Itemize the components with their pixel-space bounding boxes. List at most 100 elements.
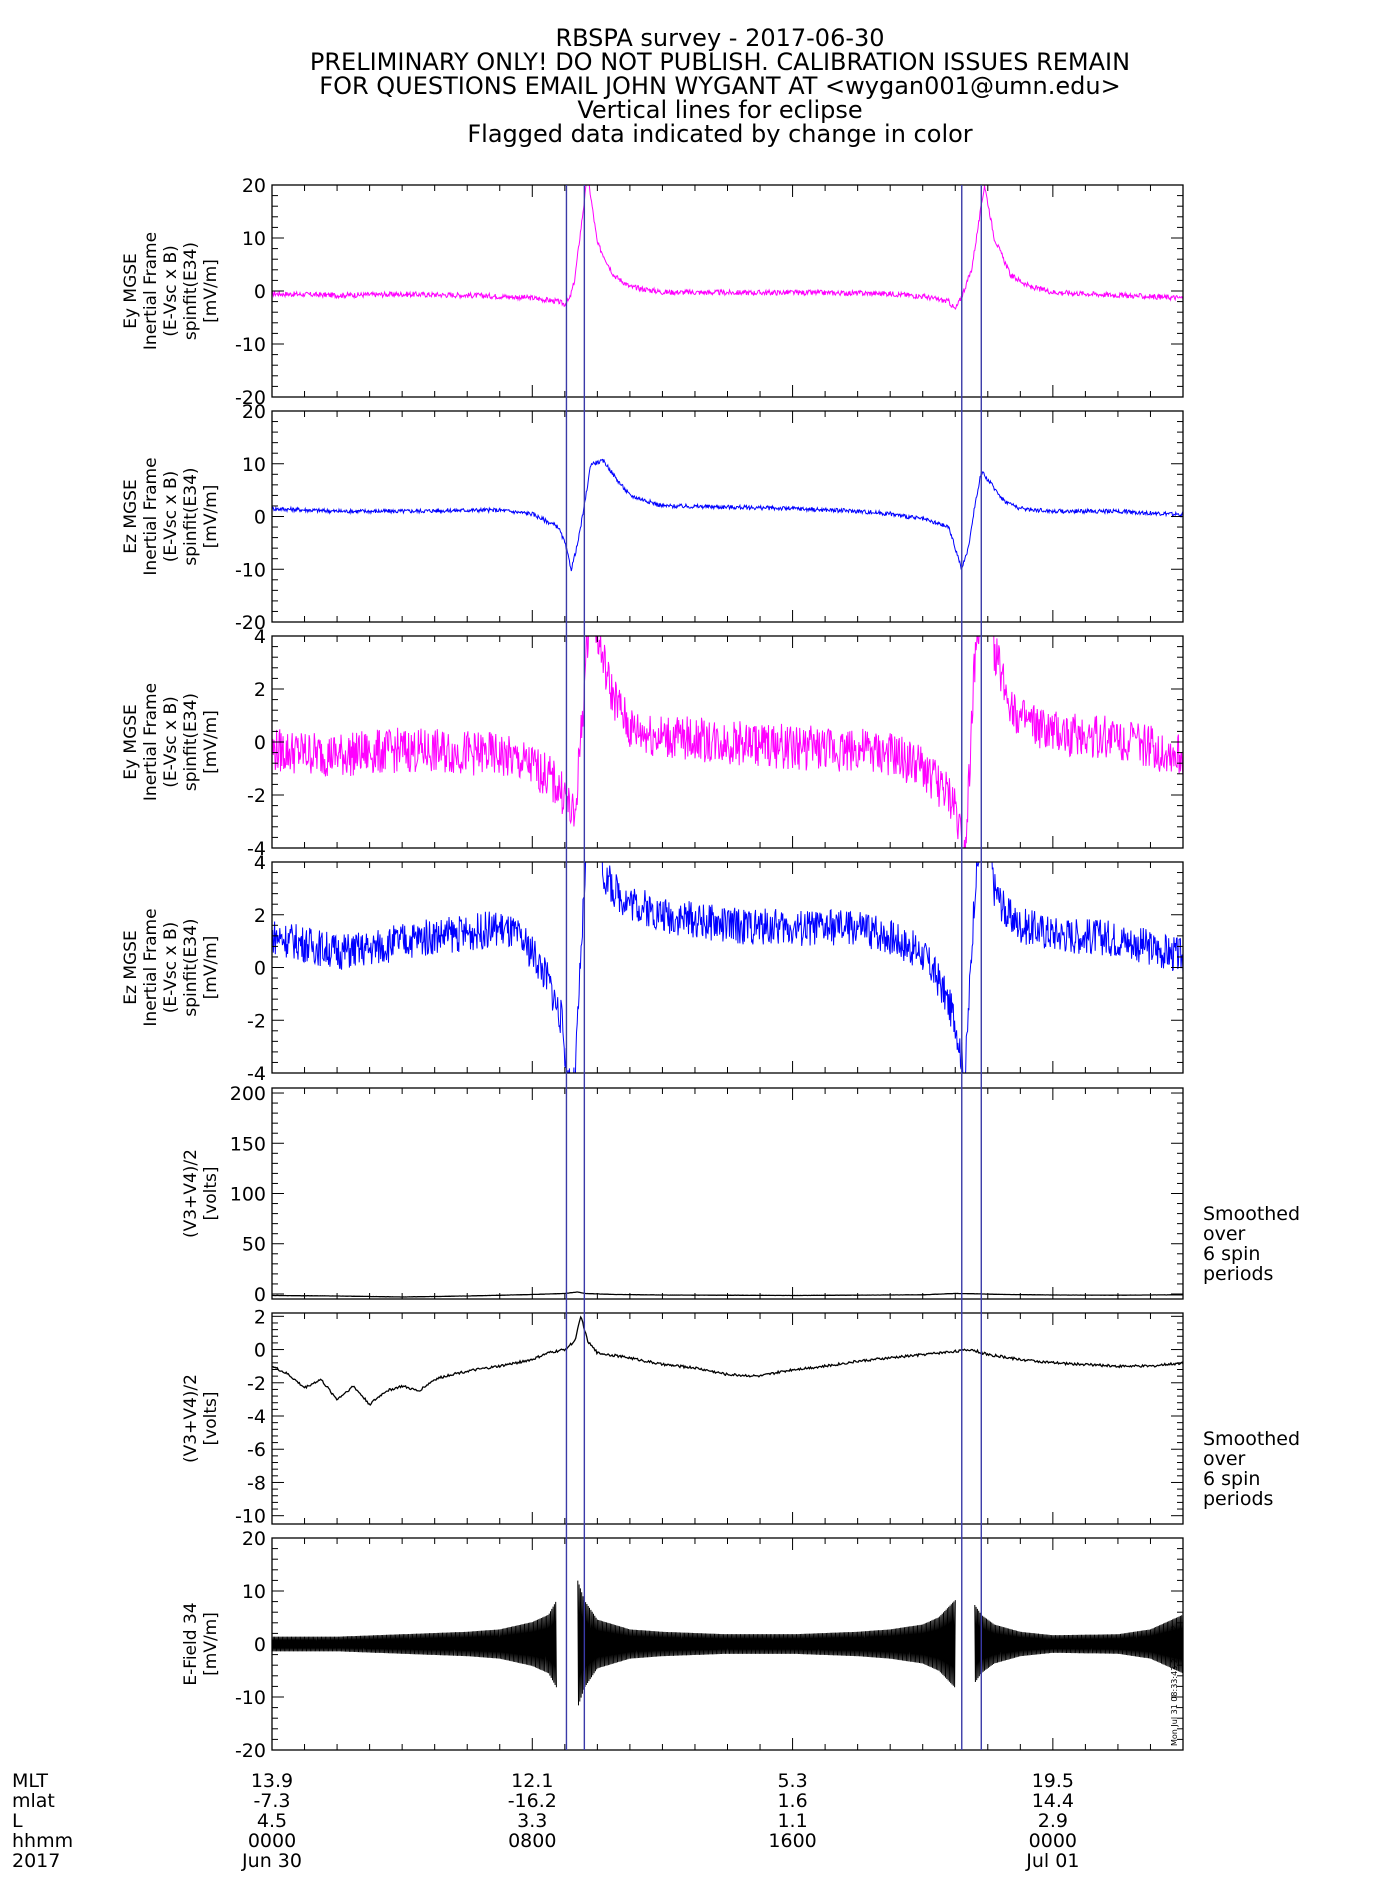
y-axis-label-line: [volts]	[201, 1392, 221, 1446]
ephemeris-value: 1.6	[777, 1790, 807, 1812]
y-tick-label: 0	[254, 281, 266, 303]
ephemeris-value: Jun 30	[241, 1850, 302, 1872]
y-tick-label: 2	[254, 1306, 266, 1328]
y-axis-label-line: Ez MGSE	[121, 479, 141, 553]
y-tick-label: -4	[247, 1406, 266, 1428]
y-tick-label: -20	[235, 387, 266, 409]
title-line-1: RBSPA survey - 2017-06-30	[555, 24, 884, 52]
y-axis-label-line: (V3+V4)/2	[181, 1149, 201, 1238]
y-axis-label-line: [mV/m]	[201, 1612, 221, 1676]
ephemeris-value: 2.9	[1038, 1810, 1068, 1832]
y-tick-label: 4	[254, 852, 266, 874]
y-axis-label-line: [mV/m]	[201, 259, 221, 323]
y-tick-label: -20	[235, 612, 266, 634]
ephemeris-row-label: mlat	[12, 1790, 55, 1812]
ephemeris-value: 19.5	[1032, 1770, 1074, 1792]
panel-ey_mgse_20: 20 10 0 -10 -20 Ey MGSE Inertial Frame (E-Vsc x…	[121, 175, 1184, 409]
ephemeris-value: 12.1	[511, 1770, 553, 1792]
title-line-4: Vertical lines for eclipse	[577, 96, 862, 124]
panel-v34_200: 200 150 100 50 0 (V3+V4)/2 [volts] Smoothedover…	[181, 1083, 1300, 1306]
y-tick-label: 200	[230, 1083, 266, 1105]
version-stamp: Mon Jul 31 08:33:43 2017 v02	[1170, 1625, 1179, 1746]
series-line	[272, 862, 1183, 1073]
y-tick-label: 0	[254, 732, 266, 754]
panel-trace-group	[272, 1315, 1183, 1407]
panel-trace-group	[272, 636, 1183, 848]
y-axis-label-line: Inertial Frame	[141, 457, 161, 575]
y-tick-label: 2	[254, 679, 266, 701]
panel-frame	[271, 1087, 1184, 1300]
y-axis-label-line: spinfit(E34)	[181, 918, 201, 1016]
y-tick-label: 20	[242, 175, 266, 197]
panel-trace-group	[272, 458, 1183, 572]
panel-trace-group	[272, 1580, 1183, 1706]
panel-ey_mgse_4: 4 2 0 -2 -4 Ey MGSE Inertial Frame (E-Vsc x B) s…	[121, 626, 1184, 860]
smoothing-note-line: 6 spin	[1203, 1243, 1260, 1265]
y-axis-label-line: (E-Vsc x B)	[161, 245, 181, 337]
y-tick-label: 0	[254, 1634, 266, 1656]
y-tick-label: -8	[247, 1472, 266, 1494]
y-tick-label: 4	[254, 626, 266, 648]
y-axis-label-line: Inertial Frame	[141, 232, 161, 350]
smoothing-note-line: over	[1203, 1448, 1246, 1470]
panel-v34_2: 2 0 -2 -4 -6 -8 -10 (V3+V4)/2 [volts] Smoothedove…	[181, 1306, 1300, 1527]
y-tick-label: 150	[230, 1133, 266, 1155]
panel-frame	[271, 410, 1184, 623]
y-tick-label: 0	[254, 507, 266, 529]
y-tick-label: 100	[230, 1184, 266, 1206]
y-tick-label: 50	[242, 1234, 266, 1256]
smoothing-note-line: periods	[1203, 1488, 1273, 1510]
ephemeris-row-label: L	[12, 1810, 23, 1832]
y-tick-label: -4	[247, 838, 266, 860]
series-line	[272, 636, 1183, 848]
ephemeris-row-label: 2017	[12, 1850, 60, 1872]
panel-ez_mgse_4: 4 2 0 -2 -4 Ez MGSE Inertial Frame (E-Vsc x B) s…	[121, 852, 1184, 1085]
y-axis-label-line: (E-Vsc x B)	[161, 696, 181, 788]
y-tick-label: 0	[254, 1340, 266, 1362]
y-axis-label-line: [volts]	[201, 1167, 221, 1221]
ephemeris-value: -16.2	[508, 1790, 557, 1812]
smoothing-note-line: periods	[1203, 1263, 1273, 1285]
y-axis-label-line: (V3+V4)/2	[181, 1374, 201, 1463]
title-line-3: FOR QUESTIONS EMAIL JOHN WYGANT AT <wyga…	[319, 72, 1120, 100]
y-axis-label-line: Inertial Frame	[141, 683, 161, 801]
ephemeris-value: 0000	[248, 1830, 296, 1852]
y-axis-label-line: [mV/m]	[201, 936, 221, 1000]
title-line-5: Flagged data indicated by change in colo…	[467, 120, 972, 148]
y-tick-label: 10	[242, 1581, 266, 1603]
series-line	[272, 185, 1183, 310]
y-tick-label: 10	[242, 228, 266, 250]
smoothing-note-line: Smoothed	[1203, 1203, 1300, 1225]
smoothing-note-line: 6 spin	[1203, 1468, 1260, 1490]
ephemeris-row-label: MLT	[12, 1770, 48, 1792]
panel-efield34: 20 10 0 -10 -20 E-Field 34 [mV/m]	[181, 1528, 1184, 1762]
panel-trace-group	[272, 185, 1183, 310]
panel-ez_mgse_20: 20 10 0 -10 -20 Ez MGSE Inertial Frame (E-Vsc x…	[121, 401, 1184, 634]
y-axis-label-line: (E-Vsc x B)	[161, 922, 181, 1014]
y-tick-label: -10	[235, 1506, 266, 1528]
series-line	[272, 1315, 1183, 1407]
y-axis-label-line: [mV/m]	[201, 710, 221, 774]
ephemeris-value: 4.5	[257, 1810, 287, 1832]
y-axis-label-line: E-Field 34	[181, 1602, 201, 1685]
ephemeris-value: 14.4	[1032, 1790, 1074, 1812]
panel-trace-group	[272, 862, 1183, 1073]
title-line-2: PRELIMINARY ONLY! DO NOT PUBLISH. CALIBR…	[310, 48, 1130, 76]
panel-frame	[271, 1312, 1184, 1525]
y-tick-label: -10	[235, 1687, 266, 1709]
y-tick-label: -20	[235, 1740, 266, 1762]
ephemeris-value: 1.1	[777, 1810, 807, 1832]
ephemeris-value: -7.3	[253, 1790, 290, 1812]
y-tick-label: 0	[254, 1284, 266, 1306]
y-axis-label-line: spinfit(E34)	[181, 693, 201, 791]
ephemeris-value: 5.3	[777, 1770, 807, 1792]
y-axis-label-line: Ez MGSE	[121, 930, 141, 1004]
y-tick-label: -10	[235, 334, 266, 356]
figure-title: RBSPA survey - 2017-06-30 PRELIMINARY ON…	[310, 24, 1130, 148]
smoothing-note-line: Smoothed	[1203, 1428, 1300, 1450]
y-tick-label: -2	[247, 1373, 266, 1395]
series-line	[272, 458, 1183, 572]
ephemeris-value: 0000	[1029, 1830, 1077, 1852]
y-tick-label: -10	[235, 559, 266, 581]
